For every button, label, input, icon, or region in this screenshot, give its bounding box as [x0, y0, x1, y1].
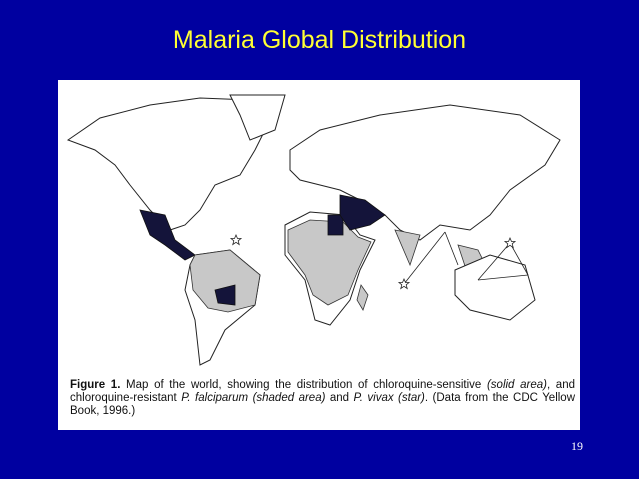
mexico: [139, 209, 196, 261]
caption-text: and: [325, 392, 354, 404]
middle-east: [339, 194, 386, 231]
caption-text: P. vivax (star): [353, 392, 425, 404]
india: [394, 229, 421, 267]
bolivia: [214, 284, 236, 306]
slide-title: Malaria Global Distribution: [172, 26, 467, 54]
vivax-links: [403, 231, 529, 285]
caption-text: Map of the world, showing the distributi…: [120, 379, 487, 391]
caption-text: P. falciparum (shaded area): [181, 392, 326, 404]
caption-text: (solid area): [486, 379, 547, 391]
star: [397, 277, 411, 290]
south-america-shaded: [189, 249, 261, 313]
egypt: [327, 214, 344, 236]
greenland: [229, 94, 286, 141]
figure: Figure 1. Map of the world, showing the …: [58, 80, 580, 430]
north-america: [66, 97, 271, 231]
star: [503, 236, 517, 249]
australia: [454, 254, 536, 321]
figure-caption: Figure 1. Map of the world, showing the …: [70, 379, 575, 418]
madagascar: [356, 284, 369, 311]
caption-text: . (Data from the CDC Yellow Book, 1996.): [70, 392, 576, 417]
caption-text: , and chloroquine-resistant: [70, 379, 575, 404]
page-number: 19: [571, 439, 583, 453]
eurasia: [289, 104, 561, 241]
caption-label: Figure 1.: [70, 379, 121, 391]
star: [229, 233, 243, 246]
world-map: [66, 94, 561, 366]
